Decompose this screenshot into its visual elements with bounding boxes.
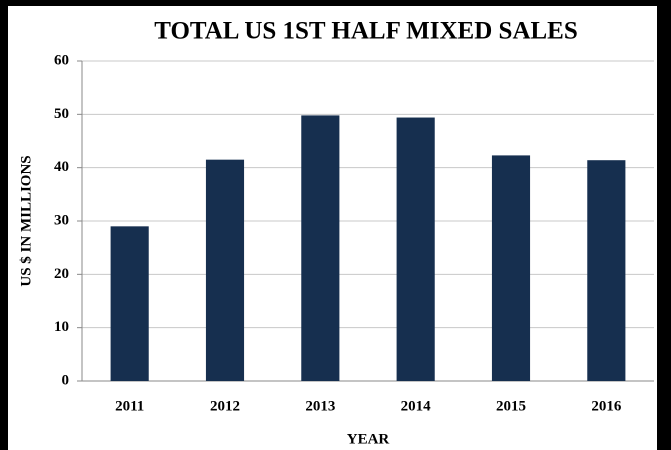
x-tick-label: 2014 <box>401 398 432 414</box>
y-tick-label: 10 <box>54 319 69 335</box>
bar <box>491 155 531 381</box>
y-tick-label: 30 <box>54 212 69 228</box>
y-tick-label: 20 <box>54 266 69 282</box>
x-tick-label: 2015 <box>496 398 526 414</box>
y-tick-label: 50 <box>54 106 69 122</box>
y-axis-label: US $ IN MILLIONS <box>18 155 34 286</box>
bar <box>396 117 435 382</box>
bar <box>301 115 340 382</box>
y-tick-label: 40 <box>54 159 69 175</box>
x-tick-label: 2016 <box>591 398 622 414</box>
bar <box>205 159 245 381</box>
y-tick-label: 0 <box>62 372 70 388</box>
x-tick-label: 2011 <box>115 398 144 414</box>
bar <box>110 226 149 381</box>
bar <box>587 160 626 381</box>
y-tick-label: 60 <box>54 52 69 68</box>
x-tick-label: 2012 <box>210 398 240 414</box>
chart-title: TOTAL US 1ST HALF MIXED SALES <box>154 18 578 45</box>
x-tick-label: 2013 <box>305 398 335 414</box>
x-axis-label: YEAR <box>347 431 390 447</box>
